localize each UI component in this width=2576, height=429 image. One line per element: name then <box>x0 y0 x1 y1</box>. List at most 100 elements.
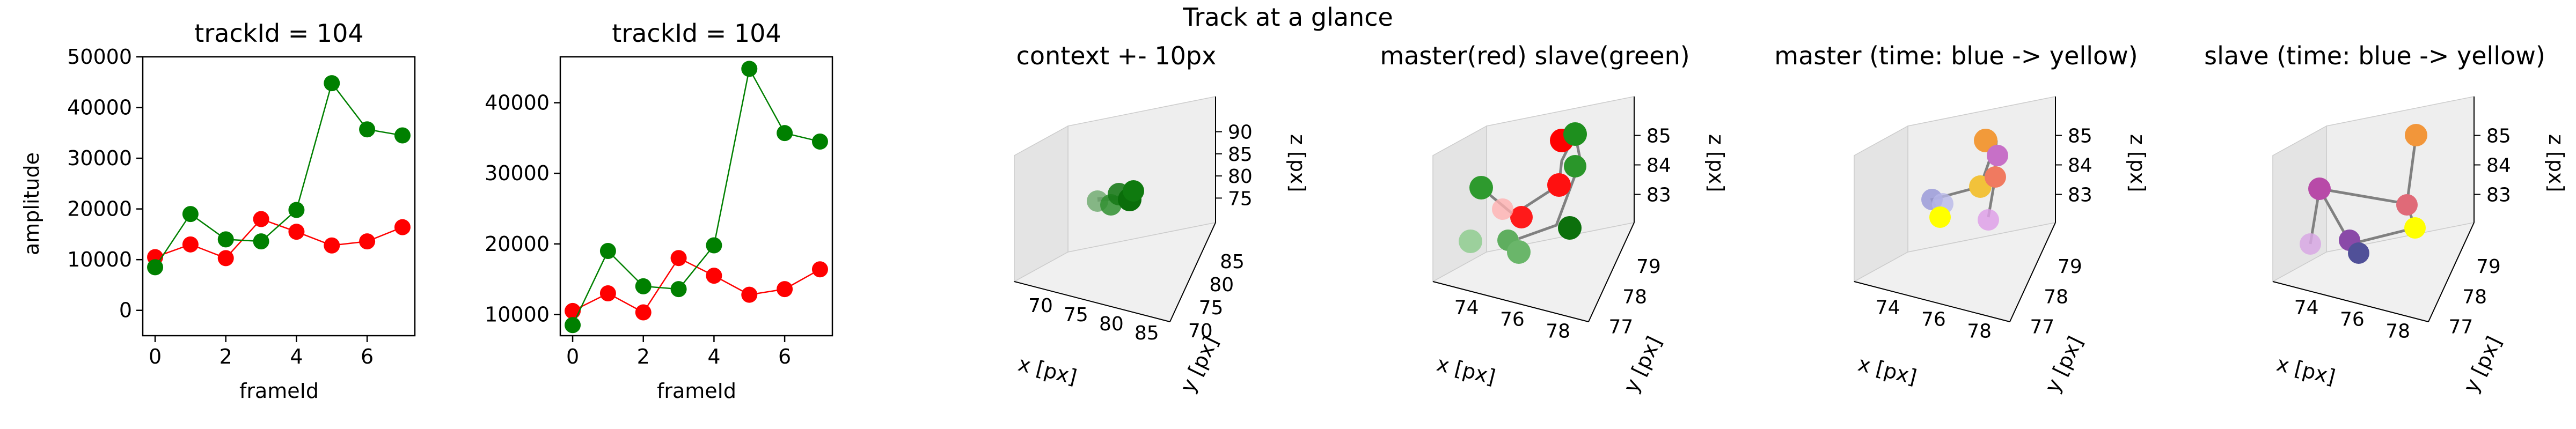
panel3-point <box>1123 180 1144 202</box>
z-tick-label: 84 <box>2068 155 2092 177</box>
x-tick-label: 76 <box>1500 309 1525 331</box>
data-point <box>182 236 199 253</box>
panel2-xlabel: frameId <box>657 379 736 403</box>
x-tick-label: 4 <box>707 345 720 368</box>
panel6-ylabel: y [px] <box>2459 332 2506 396</box>
z-tick-label: 84 <box>2486 155 2511 177</box>
y-tick-label: 10000 <box>485 303 550 327</box>
panel4-zlabel: z [px] <box>1704 134 1728 192</box>
z-tick-label: 85 <box>1646 125 1671 147</box>
panel1-ticks: 0 2 4 6 0 10000 20000 30000 40000 50000 <box>67 45 374 368</box>
panel1-xlabel: frameId <box>239 379 319 403</box>
x-tick-label: 0 <box>566 345 579 368</box>
data-point <box>599 285 616 302</box>
panel4-point-slave <box>1564 155 1586 177</box>
z-tick-label: 80 <box>1228 166 1253 188</box>
panel5-box <box>1853 96 2057 322</box>
panel6-zlabel: z [px] <box>2544 134 2568 192</box>
panel5-zlabel: z [px] <box>2126 134 2149 192</box>
y-tick-label: 79 <box>2058 256 2082 278</box>
panel1-ylabel: amplitude <box>20 152 43 255</box>
panel5-point <box>1929 206 1951 228</box>
panel3-xlabel: x [px] <box>1016 352 1079 389</box>
x-tick-label: 80 <box>1099 313 1124 335</box>
y-tick-label: 40000 <box>485 91 550 115</box>
panel4-ticks: 74 76 78 77 78 79 83 84 85 <box>1454 125 1671 343</box>
data-point <box>741 61 758 77</box>
panel6-point <box>2396 194 2418 216</box>
x-tick-label: 78 <box>1546 321 1570 343</box>
panel3-title: context +- 10px <box>1016 41 1217 70</box>
x-tick-label: 74 <box>2294 297 2319 319</box>
data-point <box>324 75 340 92</box>
y-tick-label: 79 <box>1636 256 1661 278</box>
data-point <box>394 127 411 144</box>
chart-panel-5: master (time: blue -> yellow) 74 76 78 77 78… <box>1774 41 2149 396</box>
panel4-xlabel: x [px] <box>1435 352 1498 389</box>
x-tick-label: 74 <box>1876 297 1900 319</box>
panel6-xaxis <box>2272 281 2429 322</box>
x-tick-label: 78 <box>2385 321 2410 343</box>
panel5-ylabel: y [px] <box>2040 332 2088 396</box>
panel4-yaxis <box>1588 222 1635 322</box>
y-tick-label: 75 <box>1199 297 1224 319</box>
y-tick-label: 20000 <box>485 232 550 256</box>
y-tick-label: 77 <box>2030 316 2054 338</box>
panel5-point <box>1978 209 1999 231</box>
data-point <box>635 278 652 294</box>
panel4-point-slave <box>1469 176 1493 199</box>
data-point <box>670 250 687 267</box>
panel6-point <box>2308 177 2331 200</box>
panel5-ticks: 74 76 78 77 78 79 83 84 85 <box>1876 125 2092 343</box>
chart-panel-1: trackId = 104 amplitude frameId 0 2 4 6 0 100… <box>20 19 416 403</box>
panel3-zlabel: z [px] <box>1286 134 1309 192</box>
panel4-xaxis <box>1432 281 1589 322</box>
panel2-ticks: 0 2 4 6 10000 20000 30000 40000 <box>485 91 791 368</box>
x-tick-label: 0 <box>149 345 162 368</box>
y-tick-label: 78 <box>2044 286 2068 308</box>
z-tick-label: 84 <box>1646 155 1671 177</box>
data-point <box>706 237 722 254</box>
panel5-xaxis <box>1854 281 2010 322</box>
data-point <box>741 286 758 303</box>
data-point <box>324 237 340 254</box>
y-tick-label: 77 <box>2448 316 2473 338</box>
y-tick-label: 77 <box>1608 316 1633 338</box>
data-point <box>777 125 793 142</box>
x-tick-label: 2 <box>219 345 232 368</box>
data-point <box>811 133 828 150</box>
y-tick-label: 70 <box>1188 320 1213 342</box>
panel3-xaxis <box>1014 281 1170 322</box>
chart-panel-4: master(red) slave(green) 74 76 78 77 78 79 83 8… <box>1380 41 1728 396</box>
data-point <box>147 259 164 276</box>
panel1-title: trackId = 104 <box>194 19 363 48</box>
panel6-point <box>2300 233 2321 255</box>
panel4-ylabel: y [px] <box>1619 332 1666 396</box>
y-tick-label: 78 <box>2462 286 2487 308</box>
x-tick-label: 85 <box>1135 322 1159 344</box>
data-point <box>565 302 581 319</box>
z-tick-label: 75 <box>1228 188 1253 210</box>
y-tick-label: 79 <box>2476 256 2501 278</box>
x-tick-label: 76 <box>2340 309 2365 331</box>
panel6-box <box>2271 96 2475 322</box>
data-point <box>288 224 305 240</box>
panel6-point <box>2405 124 2427 146</box>
z-tick-label: 83 <box>2068 184 2092 206</box>
panel1-plot <box>147 75 411 276</box>
data-point <box>217 231 234 248</box>
y-tick-label: 20000 <box>67 197 132 221</box>
panel5-point <box>1987 145 2008 166</box>
panel5-xlabel: x [px] <box>1856 352 1919 389</box>
panel1-axes-frame <box>142 56 416 337</box>
z-tick-label: 85 <box>1228 144 1253 166</box>
panel2-title: trackId = 104 <box>612 19 781 48</box>
panel2-plot <box>565 61 828 334</box>
panel3-ylabel: y [px] <box>1176 332 1223 396</box>
data-point <box>253 233 269 250</box>
panel3-yaxis <box>1169 222 1216 322</box>
figure-suptitle: Track at a glance <box>1182 3 1393 32</box>
y-tick-label: 78 <box>1622 286 1647 308</box>
panel4-point-slave <box>1563 122 1587 146</box>
